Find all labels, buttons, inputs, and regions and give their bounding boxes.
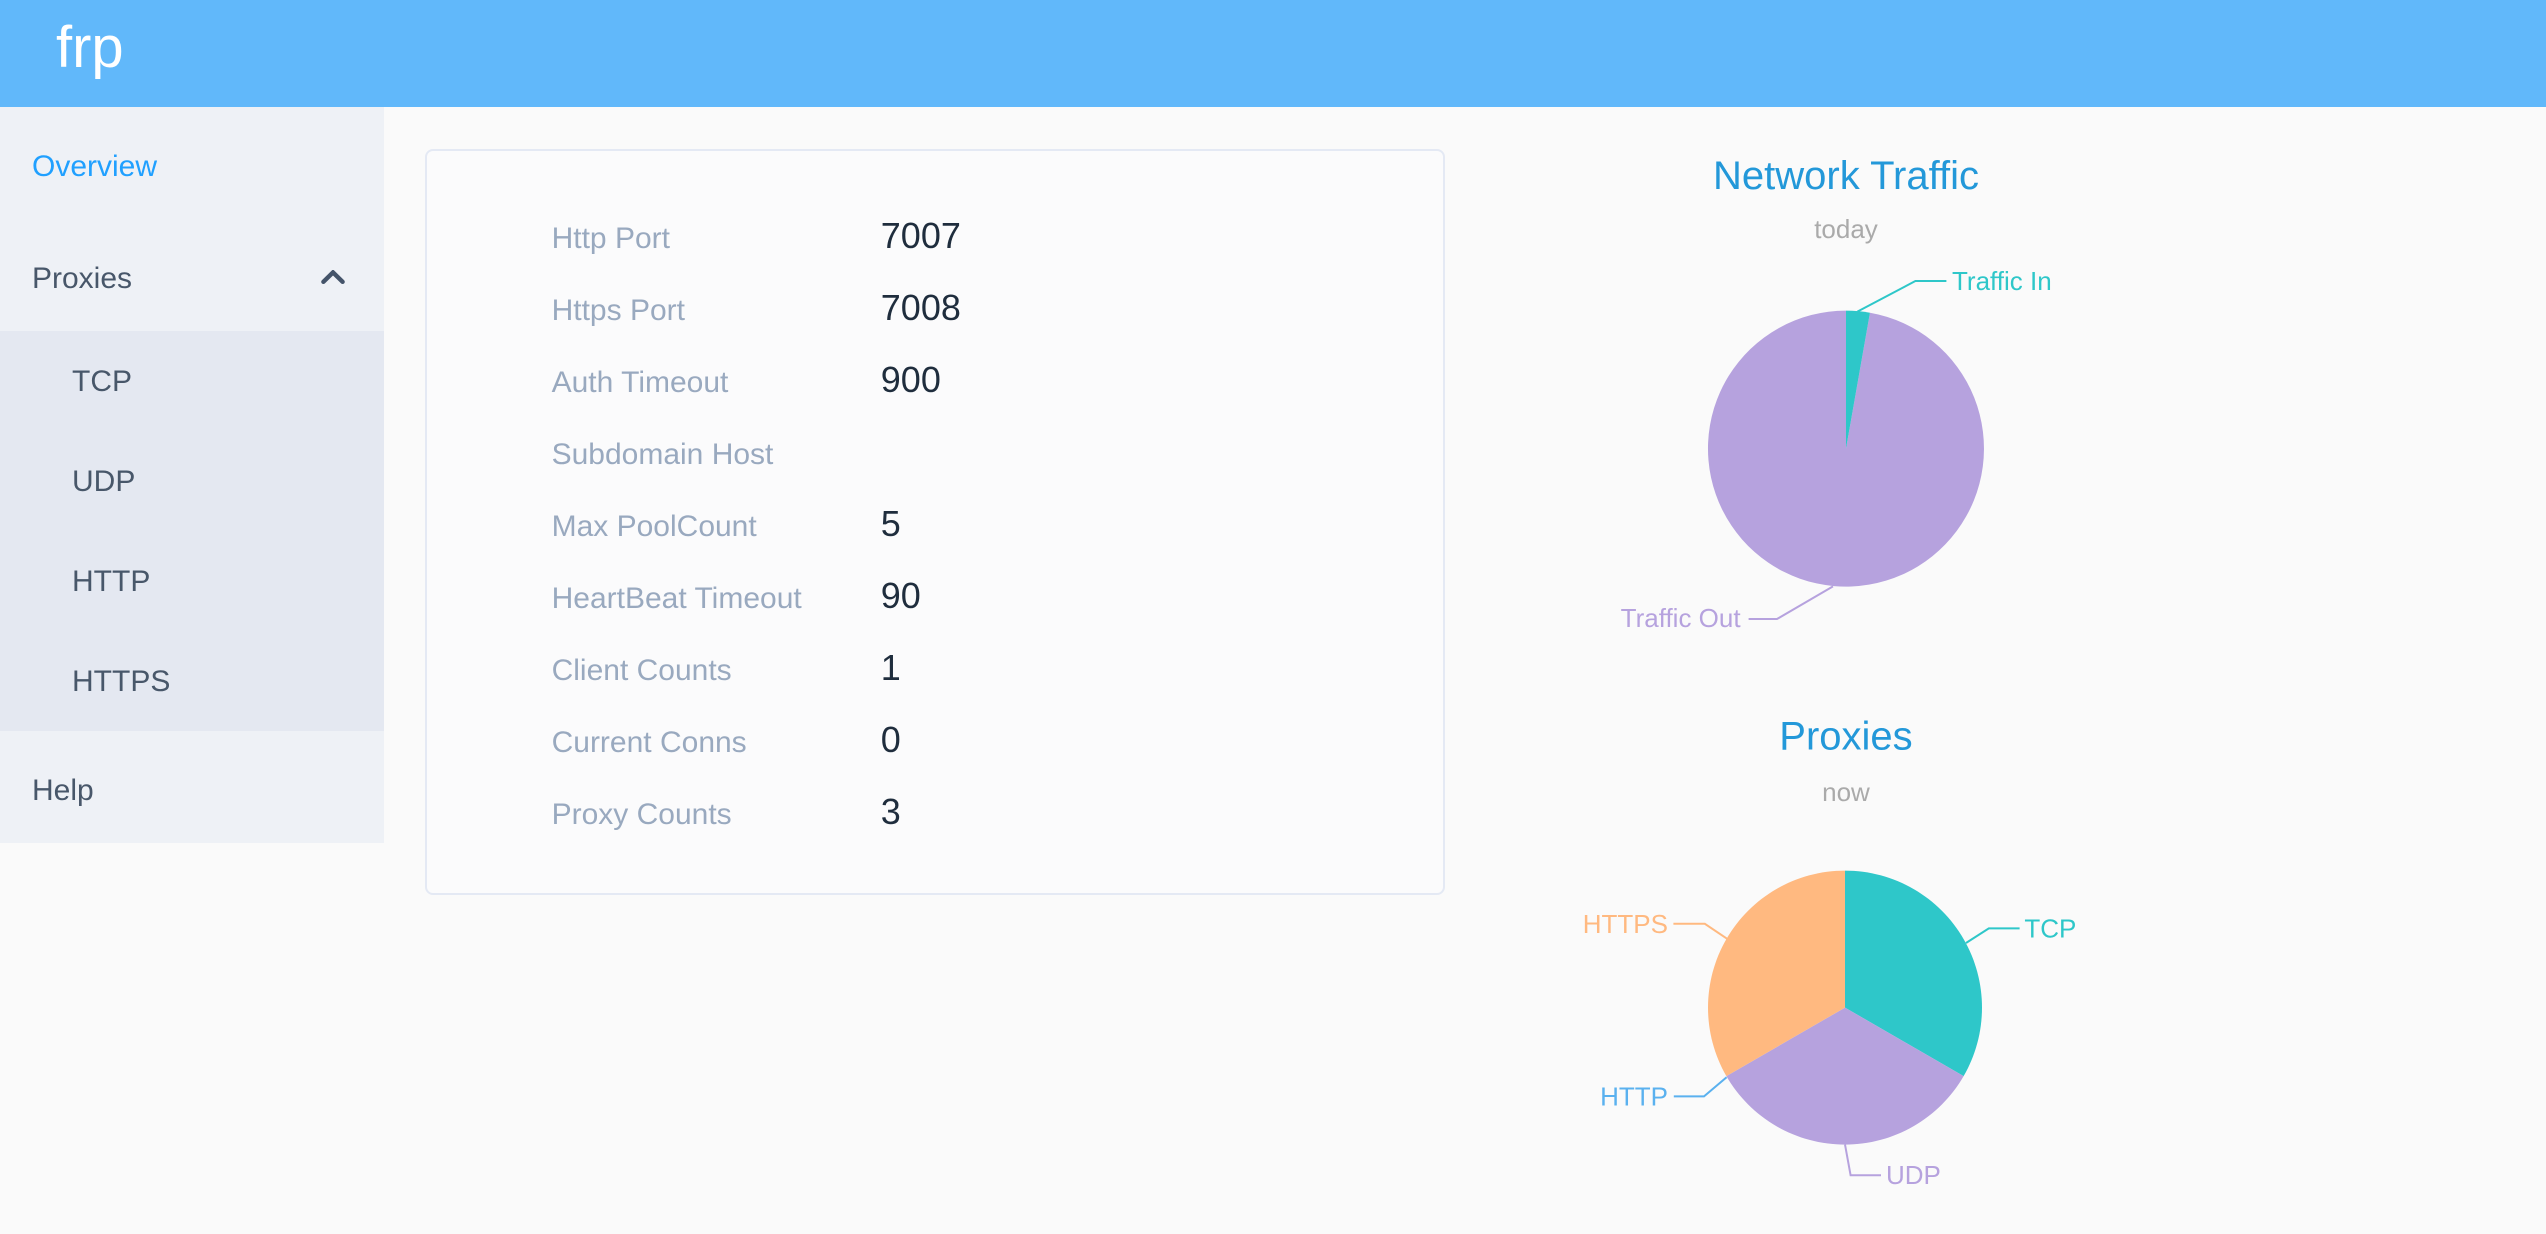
svg-text:UDP: UDP <box>1886 1160 1941 1190</box>
svg-text:Proxies: Proxies <box>1779 715 1912 759</box>
svg-text:now: now <box>1822 777 1870 807</box>
svg-text:Traffic Out: Traffic Out <box>1621 603 1742 633</box>
svg-text:today: today <box>1814 214 1878 244</box>
svg-text:HTTPS: HTTPS <box>1583 909 1668 939</box>
svg-text:Network Traffic: Network Traffic <box>1713 154 1979 198</box>
svg-text:TCP: TCP <box>2024 913 2076 943</box>
svg-text:Traffic In: Traffic In <box>1952 266 2052 296</box>
svg-text:HTTP: HTTP <box>1600 1081 1668 1111</box>
